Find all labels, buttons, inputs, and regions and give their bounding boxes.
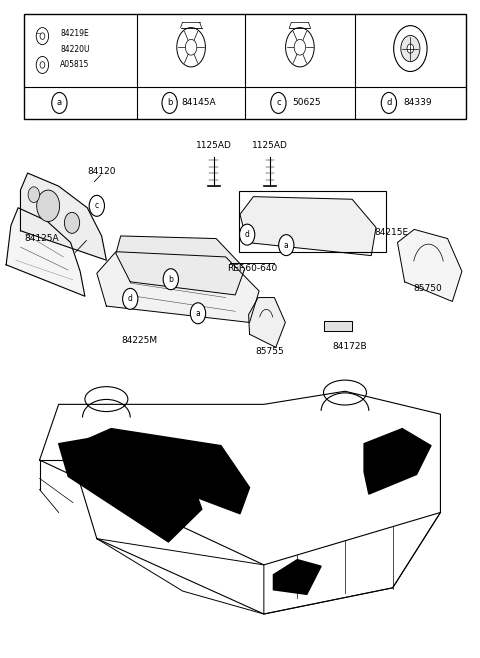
Ellipse shape (324, 380, 366, 405)
Text: A05815: A05815 (60, 61, 90, 70)
Circle shape (28, 187, 39, 203)
Polygon shape (59, 437, 202, 542)
Text: 84215E: 84215E (375, 228, 409, 236)
Circle shape (185, 39, 197, 55)
Text: 85750: 85750 (413, 284, 442, 293)
Circle shape (162, 93, 177, 113)
Text: 84120: 84120 (87, 167, 116, 176)
Text: REF.60-640: REF.60-640 (227, 264, 277, 272)
Text: d: d (386, 99, 392, 107)
Text: c: c (95, 201, 99, 211)
Polygon shape (364, 428, 431, 494)
Polygon shape (240, 197, 376, 255)
Circle shape (89, 195, 105, 216)
Circle shape (36, 28, 48, 45)
Circle shape (36, 57, 48, 74)
Text: 84220U: 84220U (60, 45, 90, 54)
Text: 84172B: 84172B (333, 342, 367, 351)
Polygon shape (87, 428, 250, 514)
Polygon shape (324, 321, 352, 331)
Circle shape (271, 93, 286, 113)
Text: c: c (276, 99, 281, 107)
Polygon shape (249, 297, 285, 347)
Text: 85755: 85755 (255, 347, 284, 357)
Text: 84125A: 84125A (24, 234, 59, 243)
Text: a: a (284, 241, 288, 249)
Text: a: a (196, 309, 200, 318)
Bar (24, 14, 466, 119)
Text: b: b (167, 99, 172, 107)
Circle shape (394, 26, 427, 72)
Circle shape (52, 93, 67, 113)
Circle shape (240, 224, 255, 245)
Text: a: a (57, 99, 62, 107)
Circle shape (163, 268, 179, 290)
Text: 1125AD: 1125AD (196, 141, 232, 150)
Polygon shape (116, 236, 245, 295)
Circle shape (286, 28, 314, 67)
Text: 84339: 84339 (403, 99, 432, 107)
Polygon shape (274, 560, 321, 594)
Text: d: d (128, 294, 132, 303)
Circle shape (279, 235, 294, 255)
Polygon shape (21, 173, 107, 260)
Text: 1125AD: 1125AD (252, 141, 288, 150)
Text: d: d (245, 230, 250, 239)
Text: b: b (168, 274, 173, 284)
Circle shape (407, 44, 414, 53)
Circle shape (381, 93, 396, 113)
Circle shape (122, 288, 138, 309)
Ellipse shape (85, 387, 128, 411)
Circle shape (294, 39, 306, 55)
Circle shape (36, 190, 60, 222)
Circle shape (64, 213, 80, 234)
Polygon shape (397, 230, 462, 301)
Polygon shape (6, 208, 85, 296)
Text: 50625: 50625 (293, 99, 322, 107)
Text: 84219E: 84219E (60, 29, 89, 38)
Text: 84225M: 84225M (122, 336, 158, 345)
Bar (239, 191, 386, 251)
Circle shape (177, 28, 205, 67)
Polygon shape (97, 251, 259, 322)
Circle shape (401, 36, 420, 62)
Circle shape (191, 303, 205, 324)
Text: 84145A: 84145A (181, 99, 216, 107)
